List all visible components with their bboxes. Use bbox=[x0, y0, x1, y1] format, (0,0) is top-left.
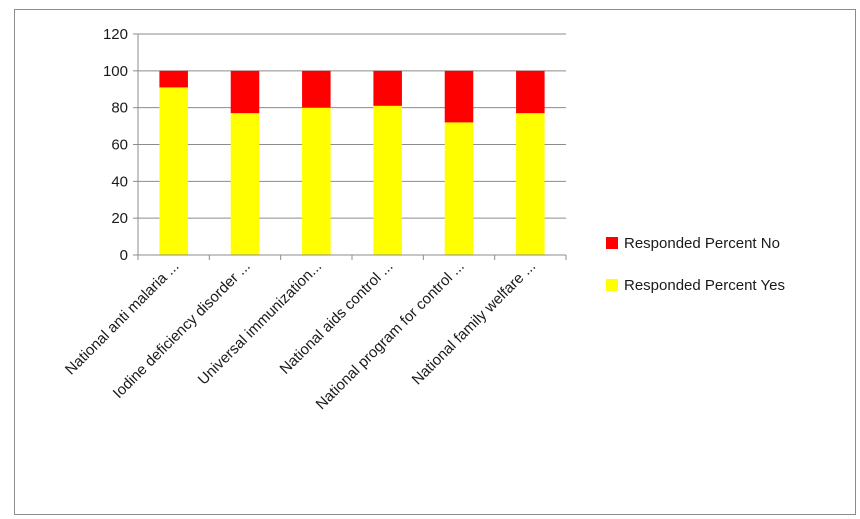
bar-segment-yes bbox=[302, 107, 331, 256]
bar-segment-yes bbox=[516, 113, 545, 255]
bars bbox=[159, 70, 545, 256]
x-axis: National anti malaria ...Iodine deficien… bbox=[62, 254, 567, 413]
bar-segment-no bbox=[159, 70, 188, 88]
y-tick-label: 60 bbox=[111, 137, 128, 154]
bar-segment-no bbox=[373, 70, 402, 106]
y-axis: 0 20 40 60 80 100 120 bbox=[103, 26, 139, 264]
x-category-label: Universal immunization... bbox=[195, 258, 326, 389]
legend-label: Responded Percent No bbox=[624, 235, 780, 252]
gridlines bbox=[138, 33, 566, 219]
bar-segment-no bbox=[302, 70, 331, 108]
y-tick-label: 0 bbox=[120, 247, 128, 264]
legend-swatch bbox=[606, 237, 618, 249]
legend: Responded Percent No Responded Percent Ye… bbox=[606, 235, 785, 294]
bar-segment-yes bbox=[230, 113, 260, 255]
bar-segment-no bbox=[516, 70, 545, 114]
y-tick-label: 120 bbox=[103, 26, 128, 43]
bar-segment-yes bbox=[373, 105, 402, 255]
chart-frame bbox=[14, 9, 856, 515]
y-tick-label: 20 bbox=[111, 210, 128, 227]
x-category-label: National anti malaria ... bbox=[62, 258, 182, 378]
legend-swatch bbox=[606, 279, 618, 291]
y-tick-label: 40 bbox=[111, 173, 128, 190]
bar-segment-yes bbox=[159, 87, 188, 256]
x-category-label: National program for control ... bbox=[313, 258, 468, 413]
y-tick-label: 80 bbox=[111, 100, 128, 117]
x-category-label: National family welfare ... bbox=[409, 258, 540, 389]
x-category-label: Iodine deficiency disorder ... bbox=[110, 258, 254, 402]
bar-segment-no bbox=[230, 70, 260, 114]
legend-label: Responded Percent Yes bbox=[624, 277, 785, 294]
bar-segment-yes bbox=[444, 122, 474, 256]
bar-segment-no bbox=[444, 70, 474, 123]
y-tick-label: 100 bbox=[103, 63, 128, 80]
